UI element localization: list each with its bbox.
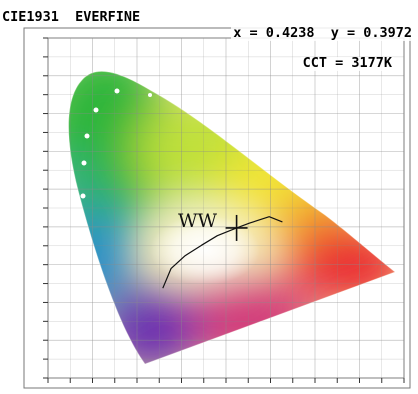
planckian-locus-curve xyxy=(162,216,283,289)
wavelength-dots xyxy=(80,88,152,199)
point-label-ww: WW xyxy=(178,210,218,232)
chart-title: CIE1931 EVERFINE xyxy=(2,9,141,25)
grid xyxy=(43,37,405,383)
spectral-locus-outline xyxy=(68,70,397,365)
chromaticity-readout: x = 0.4238 y = 0.3972 xyxy=(231,25,414,41)
cct-readout: CCT = 3177K xyxy=(300,55,394,71)
plot-layer xyxy=(162,214,283,289)
